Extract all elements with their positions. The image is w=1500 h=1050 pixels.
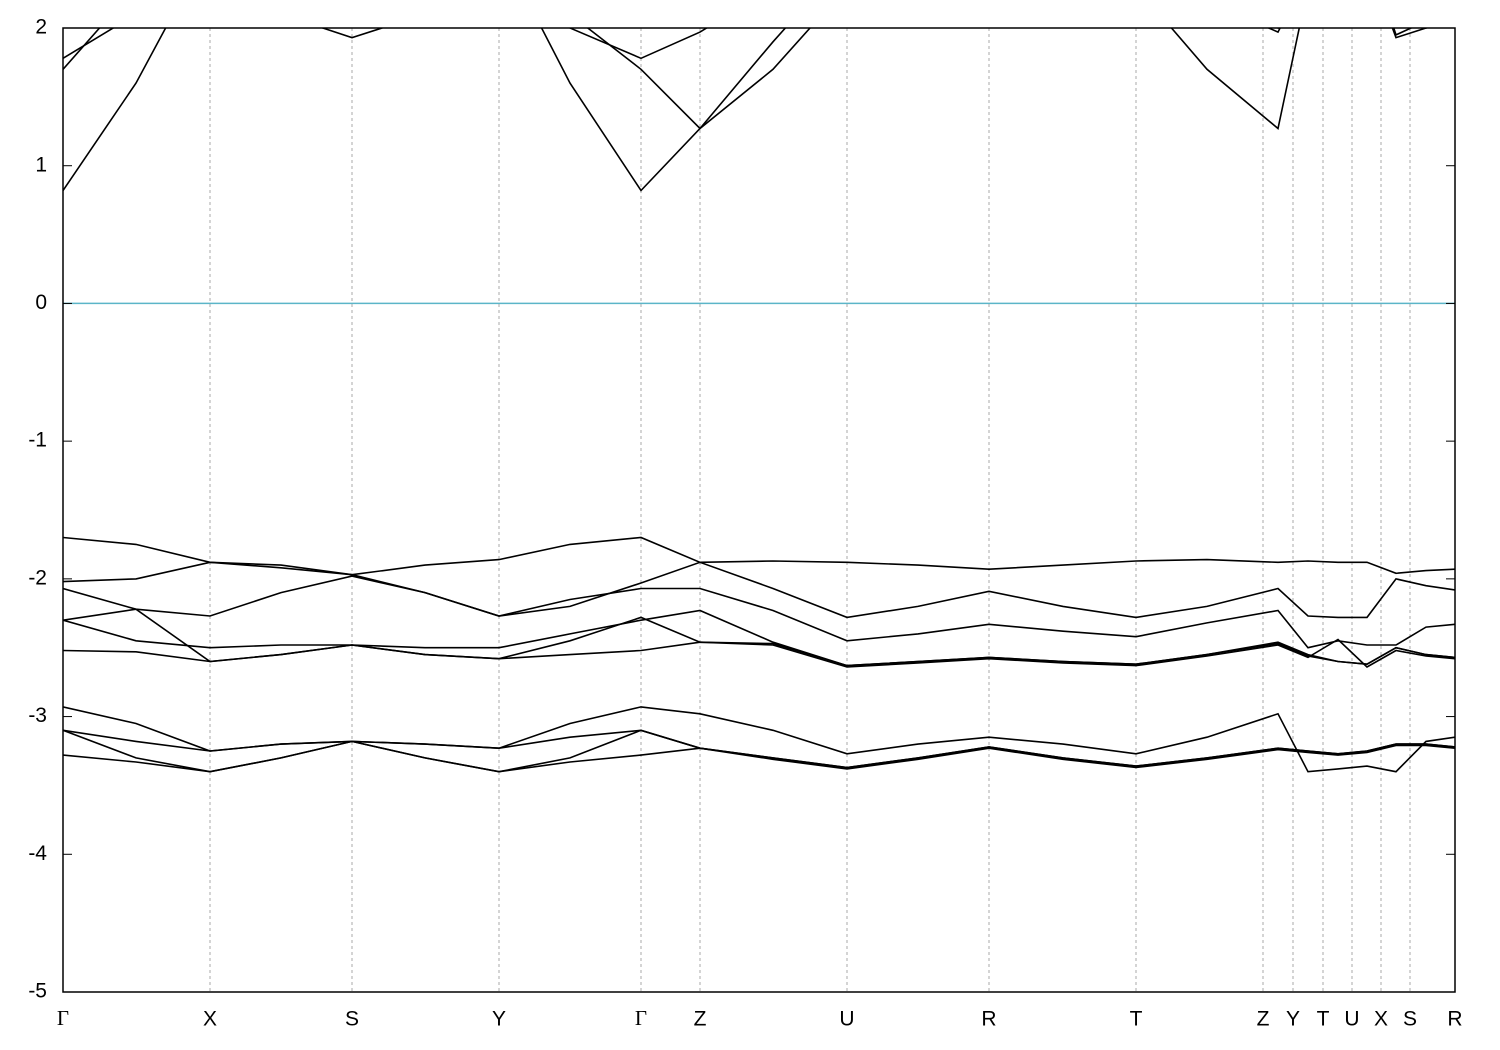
- x-tick-label: S: [1403, 1008, 1417, 1031]
- band-line: [63, 729, 1455, 773]
- band-line: [63, 561, 1455, 619]
- x-tick-label: Γ: [635, 1006, 647, 1030]
- x-tick-label: T: [1130, 1008, 1143, 1031]
- x-tick-label: U: [1344, 1008, 1359, 1031]
- x-tick-label: X: [1374, 1008, 1388, 1031]
- band-line: [63, 608, 1455, 668]
- band-line: [63, 536, 1455, 576]
- y-tick-label: 0: [35, 291, 47, 314]
- x-tick-label: X: [203, 1008, 217, 1031]
- band-line: [63, 740, 1455, 773]
- y-tick-label: -4: [28, 842, 47, 865]
- band-line: [63, 641, 1455, 667]
- band-line: [63, 28, 1413, 60]
- y-tick-label: -3: [28, 704, 47, 727]
- band-line: [63, 28, 1430, 130]
- x-tick-label: Y: [1286, 1008, 1300, 1031]
- y-tick-label: 1: [35, 153, 47, 176]
- x-tick-label: R: [981, 1008, 996, 1031]
- plot-frame: [62, 27, 1456, 993]
- y-tick-label: -5: [28, 980, 47, 1003]
- x-tick-label: Y: [492, 1008, 506, 1031]
- x-tick-label: T: [1317, 1008, 1330, 1031]
- x-tick-label: Γ: [57, 1006, 69, 1030]
- x-tick-label: R: [1447, 1008, 1462, 1031]
- x-tick-label: Z: [1257, 1008, 1270, 1031]
- band-line: [63, 729, 1455, 769]
- band-line: [63, 609, 1455, 667]
- y-tick-label: 2: [35, 16, 47, 39]
- x-tick-label: U: [839, 1008, 854, 1031]
- band-line: [63, 706, 1455, 773]
- x-tick-label: S: [345, 1008, 359, 1031]
- band-line: [63, 575, 1455, 649]
- y-tick-label: -2: [28, 566, 47, 589]
- y-tick-label: -1: [28, 429, 47, 452]
- x-tick-label: Z: [694, 1008, 707, 1031]
